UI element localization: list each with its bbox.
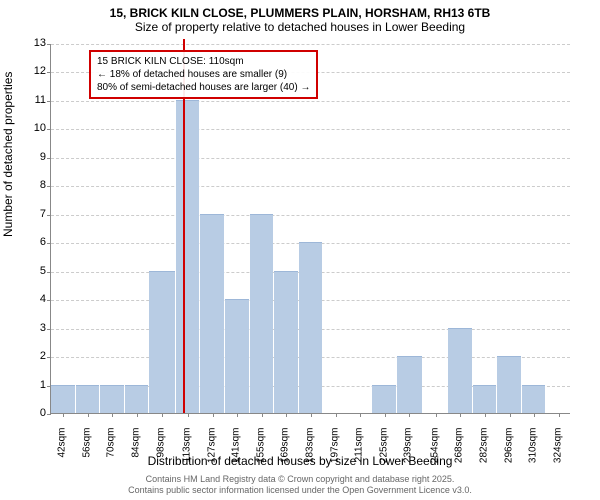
- x-tick-label: 56sqm: [81, 428, 92, 468]
- gridline: [51, 215, 570, 216]
- y-tick-label: 9: [26, 151, 46, 163]
- y-tick-label: 0: [26, 407, 46, 419]
- plot-area: 15 BRICK KILN CLOSE: 110sqm← 18% of deta…: [50, 44, 570, 414]
- y-tick-label: 7: [26, 208, 46, 220]
- annotation-box: 15 BRICK KILN CLOSE: 110sqm← 18% of deta…: [89, 50, 318, 99]
- x-tick-label: 296sqm: [503, 428, 514, 468]
- chart-footer: Contains HM Land Registry data © Crown c…: [0, 474, 600, 496]
- x-tick-label: 197sqm: [329, 428, 340, 468]
- footer-line2: Contains public sector information licen…: [0, 485, 600, 496]
- footer-line1: Contains HM Land Registry data © Crown c…: [0, 474, 600, 485]
- title-line1: 15, BRICK KILN CLOSE, PLUMMERS PLAIN, HO…: [0, 6, 600, 20]
- gridline: [51, 101, 570, 102]
- x-tick-label: 169sqm: [280, 428, 291, 468]
- y-axis-label: Number of detached properties: [1, 72, 15, 237]
- x-tick-label: 268sqm: [454, 428, 465, 468]
- gridline: [51, 44, 570, 45]
- histogram-bar: [274, 271, 298, 413]
- histogram-bar: [372, 385, 396, 413]
- histogram-bar: [299, 242, 323, 413]
- x-tick-label: 70sqm: [106, 428, 117, 468]
- x-tick-label: 98sqm: [155, 428, 166, 468]
- histogram-bar: [522, 385, 546, 413]
- x-tick-label: 141sqm: [231, 428, 242, 468]
- x-tick-label: 42sqm: [57, 428, 68, 468]
- annotation-line: 15 BRICK KILN CLOSE: 110sqm: [97, 55, 310, 68]
- chart-container: 15, BRICK KILN CLOSE, PLUMMERS PLAIN, HO…: [0, 0, 600, 500]
- histogram-bar: [448, 328, 472, 413]
- histogram-bar: [51, 385, 75, 413]
- y-tick-label: 12: [26, 65, 46, 77]
- histogram-bar: [100, 385, 124, 413]
- x-tick-label: 254sqm: [429, 428, 440, 468]
- histogram-bar: [473, 385, 497, 413]
- x-tick-label: 282sqm: [478, 428, 489, 468]
- y-tick-label: 5: [26, 265, 46, 277]
- histogram-bar: [397, 356, 422, 413]
- histogram-bar: [176, 100, 200, 413]
- y-tick-label: 1: [26, 379, 46, 391]
- histogram-bar: [250, 214, 274, 413]
- x-tick-label: 239sqm: [403, 428, 414, 468]
- y-tick-label: 10: [26, 122, 46, 134]
- title-line2: Size of property relative to detached ho…: [0, 20, 600, 34]
- y-tick-label: 2: [26, 350, 46, 362]
- histogram-bar: [200, 214, 224, 413]
- histogram-bar: [76, 385, 100, 413]
- histogram-bar: [225, 299, 249, 413]
- chart-title: 15, BRICK KILN CLOSE, PLUMMERS PLAIN, HO…: [0, 0, 600, 36]
- x-tick-label: 225sqm: [378, 428, 389, 468]
- annotation-line: 80% of semi-detached houses are larger (…: [97, 81, 310, 94]
- x-tick-label: 324sqm: [552, 428, 563, 468]
- y-tick-label: 6: [26, 236, 46, 248]
- x-tick-label: 211sqm: [354, 428, 365, 468]
- y-tick-label: 8: [26, 179, 46, 191]
- x-tick-label: 113sqm: [182, 428, 193, 468]
- y-tick-label: 3: [26, 322, 46, 334]
- x-tick-label: 183sqm: [305, 428, 316, 468]
- y-tick-label: 11: [26, 94, 46, 106]
- histogram-bar: [125, 385, 149, 413]
- annotation-line: ← 18% of detached houses are smaller (9): [97, 68, 310, 81]
- y-tick-label: 4: [26, 293, 46, 305]
- x-tick-label: 310sqm: [528, 428, 539, 468]
- gridline: [51, 158, 570, 159]
- histogram-bar: [149, 271, 174, 413]
- histogram-bar: [497, 356, 521, 413]
- y-tick-label: 13: [26, 37, 46, 49]
- gridline: [51, 186, 570, 187]
- gridline: [51, 129, 570, 130]
- x-tick-label: 84sqm: [131, 428, 142, 468]
- x-tick-label: 127sqm: [206, 428, 217, 468]
- x-tick-label: 155sqm: [255, 428, 266, 468]
